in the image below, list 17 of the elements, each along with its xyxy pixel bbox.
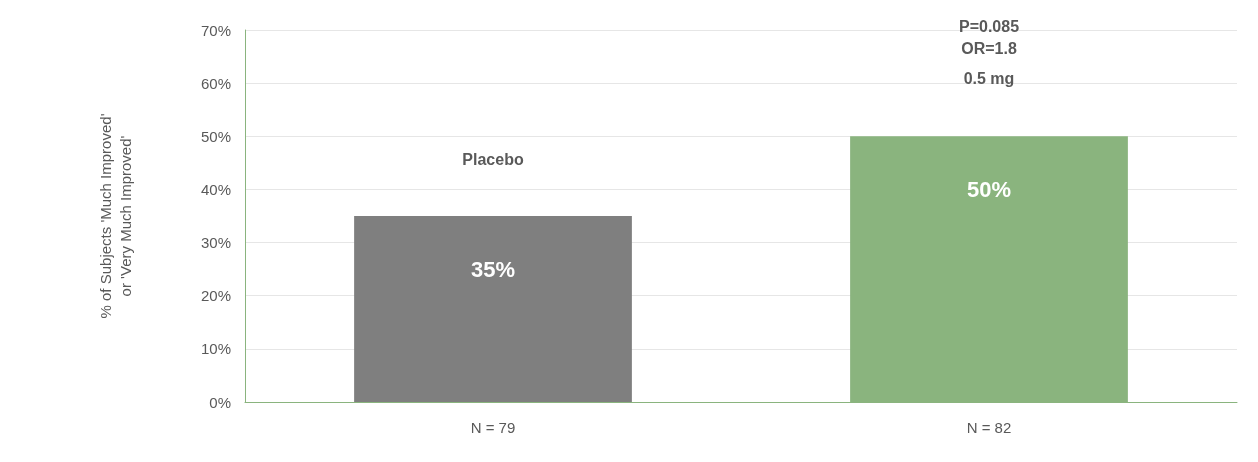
data-label: 35% <box>470 256 516 282</box>
x-tick-label: N = 79 <box>470 419 516 436</box>
x-tick-label: N = 82 <box>966 419 1012 436</box>
annotation: P=0.085 <box>958 17 1020 35</box>
y-tick-label: 20% <box>200 287 231 305</box>
y-tick-label: 30% <box>200 234 231 252</box>
y-tick-label: 50% <box>200 127 231 145</box>
y-tick-label: 70% <box>200 21 231 39</box>
annotation: 0.5 mg <box>963 69 1015 87</box>
y-tick-label: 40% <box>200 180 231 198</box>
y-tick-label: 60% <box>200 74 231 92</box>
y-tick-label: 10% <box>200 340 231 358</box>
annotation: OR=1.8 <box>961 39 1017 57</box>
y-tick-label: 0% <box>209 393 231 411</box>
y-axis-title: % of Subjects 'Much Improved' or 'Very Much Improved' <box>96 113 134 319</box>
annotation: Placebo <box>462 150 524 168</box>
data-label: 50% <box>966 176 1012 202</box>
